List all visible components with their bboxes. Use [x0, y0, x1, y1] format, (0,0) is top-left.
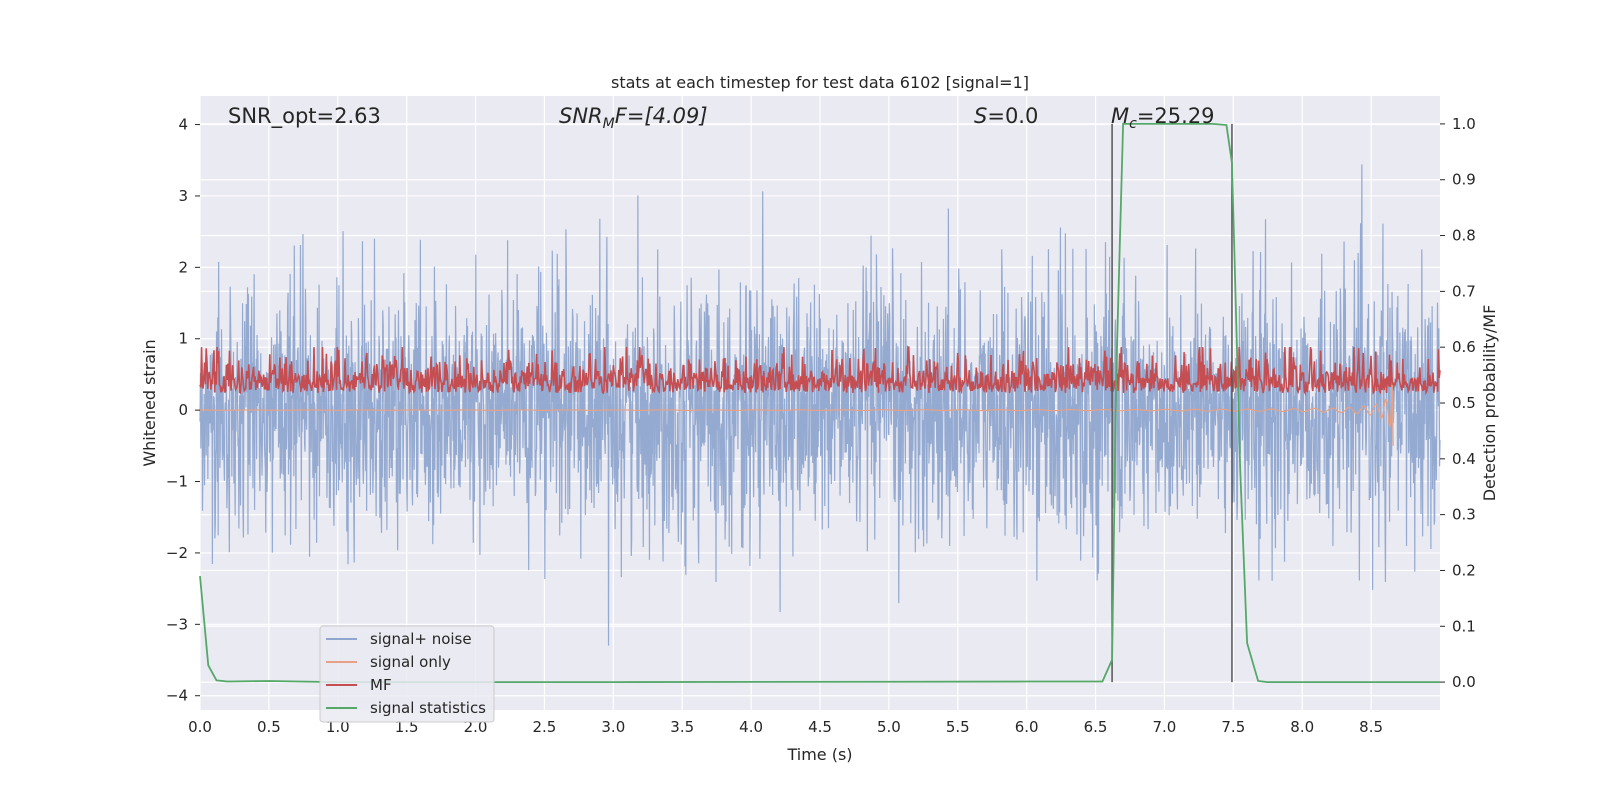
annotation-snr-mf-main: SNR [559, 104, 603, 128]
y-tick-label-right: 0.2 [1452, 561, 1476, 579]
x-tick-label: 3.0 [601, 718, 625, 736]
y-tick-label-right: 0.3 [1452, 506, 1476, 524]
y-tick-label-right: 0.0 [1452, 673, 1476, 691]
x-axis-label: Time (s) [786, 745, 852, 764]
series-signal-statistics [199, 123, 1440, 683]
series-signal-only [200, 384, 1394, 446]
y-tick-label-right: 0.1 [1452, 617, 1476, 635]
annotation-mc: Mc=25.29 [1111, 104, 1215, 132]
legend-label-noise: signal+ noise [370, 630, 472, 648]
annotation-mc-rest: =25.29 [1137, 104, 1215, 128]
annotation-s-main: S [974, 104, 987, 128]
annotation-snr-mf-rest: F=[4.09] [615, 104, 708, 128]
y-tick-label-left: −1 [166, 473, 188, 491]
x-tick-label: 5.5 [946, 718, 970, 736]
y-tick-label-right: 0.9 [1452, 171, 1476, 189]
legend: signal+ noise signal only MF signal stat… [319, 625, 495, 723]
vertical-markers [1111, 123, 1233, 683]
series-mf [199, 346, 1441, 396]
x-tick-label: 8.5 [1359, 718, 1383, 736]
line-signal-noise [199, 164, 1441, 646]
annotation-snr-mf: SNRMF=[4.09] [559, 104, 708, 132]
x-tick-label: 7.0 [1153, 718, 1177, 736]
x-tick-label: 4.5 [808, 718, 832, 736]
x-tick-label: 3.5 [670, 718, 694, 736]
y-tick-label-left: −4 [166, 687, 188, 705]
x-tick-label: 7.5 [1221, 718, 1245, 736]
y-tick-label-right: 0.7 [1452, 282, 1476, 300]
x-tick-label: 6.5 [1084, 718, 1108, 736]
annotation-snr-mf-sub: M [603, 116, 615, 132]
y-tick-label-left: 1 [178, 330, 188, 348]
x-tick-label: 4.0 [739, 718, 763, 736]
annotation-s: S=0.0 [974, 104, 1038, 128]
y-tick-label-right: 0.5 [1452, 394, 1476, 412]
y-axis-right-ticks: 0.0 0.1 0.2 0.3 0.4 0.5 0.6 0.7 0.8 0.9 1.0 [1440, 115, 1476, 691]
y-tick-label-right: 0.4 [1452, 450, 1476, 468]
y-axis-left-ticks: −4 −3 −2 −1 0 1 2 3 4 [166, 116, 200, 705]
annotation-mc-main: M [1111, 104, 1129, 128]
y-tick-label-right: 1.0 [1452, 115, 1476, 133]
legend-label-mf: MF [370, 676, 392, 694]
line-mf [199, 346, 1441, 396]
y-tick-label-left: 3 [178, 187, 188, 205]
x-tick-label: 5.0 [877, 718, 901, 736]
x-tick-label: 2.5 [533, 718, 557, 736]
x-tick-label: 0.5 [257, 718, 281, 736]
y-tick-label-left: −3 [166, 615, 188, 633]
series-signal-noise [199, 164, 1441, 646]
annotation-s-rest: =0.0 [987, 104, 1038, 128]
line-signal-only [200, 384, 1394, 446]
y-axis-label-left: Whitened strain [140, 339, 159, 466]
y-axis-label-right: Detection probability/MF [1480, 305, 1499, 502]
legend-box [319, 625, 495, 723]
y-tick-label-right: 0.8 [1452, 227, 1476, 245]
annotation-mc-sub: c [1129, 116, 1137, 132]
line-signal-statistics [199, 123, 1440, 683]
annotation-snr-opt: SNR_opt=2.63 [228, 104, 381, 129]
x-tick-label: 0.0 [188, 718, 212, 736]
x-tick-label: 8.0 [1290, 718, 1314, 736]
x-tick-label: 6.0 [1015, 718, 1039, 736]
y-tick-label-left: 0 [178, 401, 188, 419]
y-tick-label-right: 0.6 [1452, 338, 1476, 356]
y-tick-label-left: 4 [178, 116, 188, 134]
legend-label-signal: signal only [370, 653, 451, 671]
legend-label-stat: signal statistics [370, 699, 486, 717]
y-tick-label-left: −2 [166, 544, 188, 562]
chart-title: stats at each timestep for test data 610… [611, 73, 1029, 92]
y-tick-label-left: 2 [178, 258, 188, 276]
